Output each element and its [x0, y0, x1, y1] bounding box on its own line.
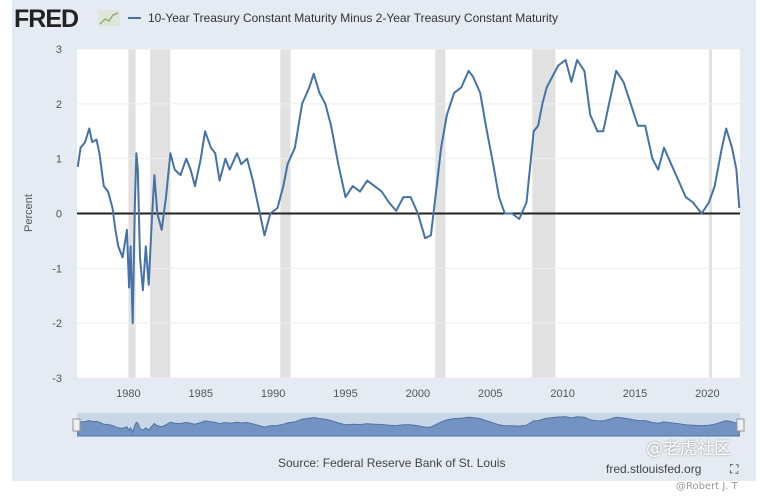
navigator-handle-right[interactable]: [736, 418, 745, 432]
x-tick-label: 2010: [550, 388, 574, 400]
site-link[interactable]: fred.stlouisfed.org: [606, 462, 702, 476]
y-axis-label: Percent: [23, 194, 35, 232]
source-note: Source: Federal Reserve Bank of St. Loui…: [278, 456, 506, 470]
y-tick-label: 3: [56, 44, 62, 56]
series-line: [76, 59, 741, 325]
x-tick-label: 2000: [406, 388, 430, 400]
expand-icon[interactable]: ⛶: [730, 462, 739, 476]
fred-logo[interactable]: FRED: [14, 5, 79, 33]
navigator-handle-left[interactable]: [72, 418, 81, 432]
legend-label: 10-Year Treasury Constant Maturity Minus…: [148, 11, 558, 25]
x-tick-label: 1995: [333, 388, 357, 400]
legend: 10-Year Treasury Constant Maturity Minus…: [128, 11, 558, 25]
navigator-series: [77, 416, 740, 437]
x-tick-label: 1985: [189, 388, 213, 400]
y-tick-label: -2: [52, 318, 62, 330]
x-tick-label: 2005: [478, 388, 502, 400]
x-tick-label: 2020: [695, 388, 719, 400]
y-tick-label: -1: [52, 263, 62, 275]
legend-swatch: [128, 17, 141, 19]
y-tick-label: 0: [56, 209, 62, 221]
y-tick-label: 2: [56, 99, 62, 111]
y-tick-label: 1: [56, 154, 62, 166]
watermark-credit: @Robert J. T: [676, 481, 738, 492]
y-tick-label: -3: [52, 373, 62, 385]
line-chart-icon: [98, 10, 120, 26]
x-tick-label: 2015: [623, 388, 647, 400]
x-tick-label: 1980: [116, 388, 140, 400]
watermark: @老虎社区: [646, 439, 731, 459]
x-tick-label: 1990: [261, 388, 285, 400]
